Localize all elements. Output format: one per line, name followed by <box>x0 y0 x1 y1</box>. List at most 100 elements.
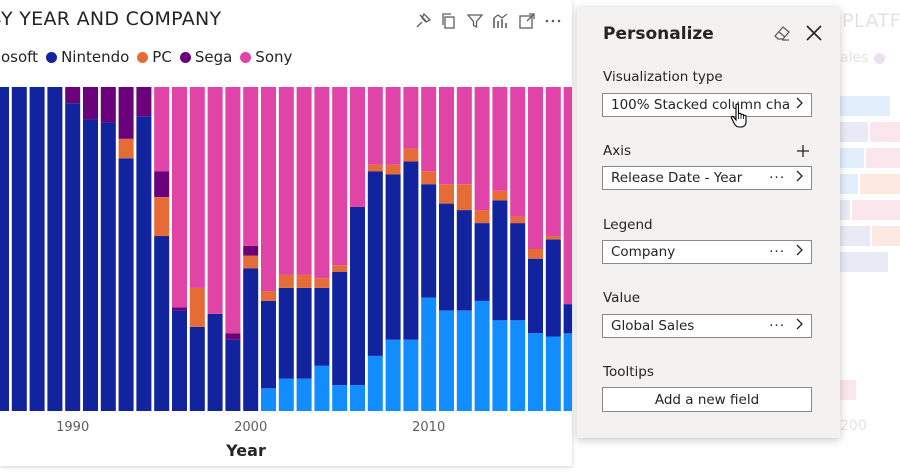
bar-segment-1997-pc[interactable] <box>189 287 205 327</box>
bar-segment-1986-nintendo[interactable] <box>0 87 9 411</box>
close-icon[interactable] <box>804 23 824 47</box>
bar-segment-2007-sony[interactable] <box>367 87 383 165</box>
bar-segment-2014-microsoft[interactable] <box>492 320 508 411</box>
bar-segment-2003-microsoft[interactable] <box>296 378 312 411</box>
bar-segment-2002-sony[interactable] <box>278 87 294 275</box>
legend-item-pc[interactable]: PC <box>137 48 172 66</box>
bar-segment-1997-sony[interactable] <box>189 87 205 288</box>
axis-field[interactable]: Release Date - Year ··· <box>602 166 812 190</box>
bar-segment-2000-sony[interactable] <box>243 87 259 246</box>
bar-segment-1999-sega[interactable] <box>225 333 241 340</box>
bar-segment-2017-pc[interactable] <box>545 236 561 240</box>
chevron-right-icon[interactable] <box>791 170 807 186</box>
bar-segment-1993-pc[interactable] <box>118 138 134 159</box>
legend-item-sega[interactable]: Sega <box>179 48 232 66</box>
bar-segment-2003-pc[interactable] <box>296 274 312 288</box>
bar-segment-2014-sony[interactable] <box>492 87 508 191</box>
bar-segment-1995-nintendo[interactable] <box>154 236 170 411</box>
bar-segment-1991-sega[interactable] <box>83 87 98 120</box>
bar-segment-1988-nintendo[interactable] <box>29 87 45 411</box>
add-axis-icon[interactable] <box>796 142 810 163</box>
bar-segment-1995-sega[interactable] <box>154 171 170 198</box>
bar-segment-1990-nintendo[interactable] <box>65 103 81 411</box>
bar-segment-2016-pc[interactable] <box>528 249 543 259</box>
bar-segment-1996-sony[interactable] <box>172 87 187 308</box>
bar-segment-2016-nintendo[interactable] <box>528 258 543 334</box>
bar-segment-1990-sega[interactable] <box>65 87 81 104</box>
bar-segment-2018-sony[interactable] <box>563 87 572 305</box>
bar-segment-2010-nintendo[interactable] <box>421 184 437 298</box>
bar-segment-2013-pc[interactable] <box>474 210 490 224</box>
bar-segment-2014-pc[interactable] <box>492 190 508 201</box>
bar-segment-2015-pc[interactable] <box>510 216 526 224</box>
bar-segment-2018-nintendo[interactable] <box>563 304 572 334</box>
bar-segment-2011-microsoft[interactable] <box>439 310 454 411</box>
bar-segment-1992-sega[interactable] <box>100 87 116 123</box>
bar-segment-2013-sony[interactable] <box>474 87 490 211</box>
bar-segment-2004-microsoft[interactable] <box>314 365 330 411</box>
bar-segment-2010-pc[interactable] <box>421 171 437 185</box>
bar-segment-2001-sony[interactable] <box>261 87 276 292</box>
bar-segment-1999-sony[interactable] <box>225 87 241 334</box>
pin-icon[interactable] <box>412 10 434 32</box>
bar-segment-1987-nintendo[interactable] <box>11 87 27 411</box>
bar-segment-1992-nintendo[interactable] <box>100 122 116 411</box>
bar-segment-1994-sega[interactable] <box>136 87 152 117</box>
legend-item-nintendo[interactable]: Nintendo <box>46 48 129 66</box>
bar-segment-2013-microsoft[interactable] <box>474 300 490 411</box>
bar-segment-2017-microsoft[interactable] <box>545 336 561 412</box>
bar-segment-2004-nintendo[interactable] <box>314 287 330 366</box>
more-options-icon[interactable] <box>542 10 564 32</box>
focus-mode-icon[interactable] <box>516 10 538 32</box>
bar-segment-2017-nintendo[interactable] <box>545 239 561 337</box>
bar-segment-2001-nintendo[interactable] <box>261 300 276 389</box>
visualization-type-dropdown[interactable]: 100% Stacked column chart <box>602 93 812 117</box>
reset-eraser-icon[interactable] <box>772 23 792 47</box>
bar-segment-2013-nintendo[interactable] <box>474 223 490 301</box>
bar-segment-2012-microsoft[interactable] <box>456 310 472 411</box>
bar-segment-2017-sony[interactable] <box>545 87 561 236</box>
bar-segment-2007-pc[interactable] <box>367 164 383 172</box>
bar-segment-2008-pc[interactable] <box>385 164 401 175</box>
bar-segment-1996-sega[interactable] <box>172 307 187 311</box>
bar-segment-1989-nintendo[interactable] <box>47 87 63 411</box>
chevron-right-icon[interactable] <box>791 244 807 260</box>
bar-segment-2010-sony[interactable] <box>421 87 437 172</box>
chevron-right-icon[interactable] <box>791 318 807 334</box>
bar-segment-2005-microsoft[interactable] <box>332 385 348 411</box>
bar-segment-2002-pc[interactable] <box>278 274 294 288</box>
bar-segment-2008-nintendo[interactable] <box>385 174 401 340</box>
bar-segment-2011-sony[interactable] <box>439 87 454 185</box>
more-options-icon[interactable]: ··· <box>769 318 785 334</box>
bar-segment-2005-nintendo[interactable] <box>332 271 348 386</box>
bar-segment-1991-nintendo[interactable] <box>83 119 98 412</box>
bar-segment-1998-sony[interactable] <box>207 87 223 314</box>
bar-segment-1995-sony[interactable] <box>154 87 170 172</box>
bar-segment-2005-sony[interactable] <box>332 87 348 266</box>
bar-segment-2008-microsoft[interactable] <box>385 339 401 411</box>
legend-item-sony[interactable]: Sony <box>240 48 292 66</box>
more-options-icon[interactable]: ··· <box>769 170 785 186</box>
bar-segment-2011-pc[interactable] <box>439 184 454 204</box>
value-field[interactable]: Global Sales ··· <box>602 314 812 338</box>
bar-segment-2000-nintendo[interactable] <box>243 268 259 411</box>
bar-segment-1993-nintendo[interactable] <box>118 158 134 411</box>
more-options-icon[interactable]: ··· <box>769 244 785 260</box>
bar-segment-2000-sega[interactable] <box>243 245 259 256</box>
bar-segment-2010-microsoft[interactable] <box>421 297 437 411</box>
bar-segment-2006-nintendo[interactable] <box>350 206 365 386</box>
personalize-visual-icon[interactable] <box>490 10 512 32</box>
bar-segment-2018-microsoft[interactable] <box>563 333 572 411</box>
bar-segment-1993-sega[interactable] <box>118 87 134 139</box>
bar-segment-1998-nintendo[interactable] <box>207 313 223 411</box>
bar-segment-2014-nintendo[interactable] <box>492 200 508 321</box>
legend-item-microsoft[interactable]: osoft <box>0 48 38 66</box>
bar-segment-2015-microsoft[interactable] <box>510 320 526 411</box>
bar-segment-2007-microsoft[interactable] <box>367 355 383 411</box>
bar-segment-2001-pc[interactable] <box>261 291 276 301</box>
add-tooltip-field-button[interactable]: Add a new field <box>602 387 812 412</box>
filter-icon[interactable] <box>464 10 486 32</box>
bar-segment-1995-pc[interactable] <box>154 197 170 237</box>
bar-segment-2012-nintendo[interactable] <box>456 210 472 311</box>
bar-segment-2012-sony[interactable] <box>456 87 472 185</box>
